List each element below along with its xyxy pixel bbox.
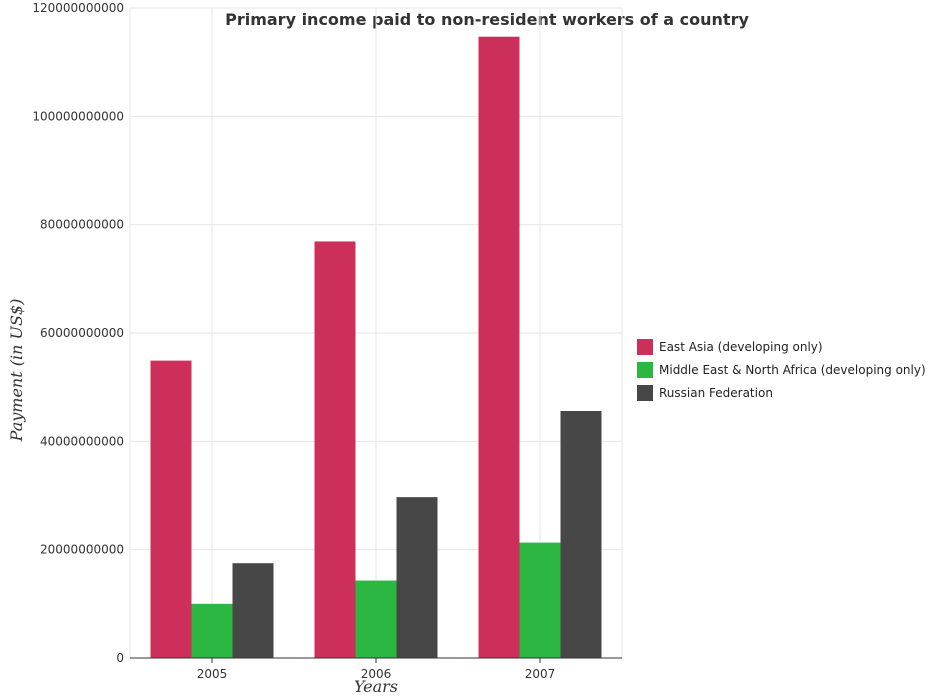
y-tick-labels: 0 20000000000 40000000000 60000000000 800000… xyxy=(32,1,124,665)
y-tick-label: 120000000000 xyxy=(32,1,124,15)
bar-2005-series-1 xyxy=(191,603,233,658)
bar-2006-series-2 xyxy=(396,497,438,658)
bar-2006-series-0 xyxy=(314,241,356,659)
x-tick-labels: 2005 2006 2007 xyxy=(197,667,556,681)
legend-label: Middle East & North Africa (developing o… xyxy=(659,363,926,377)
y-tick-label: 100000000000 xyxy=(32,109,124,123)
bar-2005-series-0 xyxy=(150,360,192,658)
legend: East Asia (developing only) Middle East &… xyxy=(637,339,926,401)
y-tick-label: 80000000000 xyxy=(40,218,124,232)
y-tick-label: 0 xyxy=(116,651,124,665)
legend-label: Russian Federation xyxy=(659,386,773,400)
chart-title: Primary income paid to non-resident work… xyxy=(225,10,749,29)
legend-swatch xyxy=(637,362,653,378)
bar-2007-series-0 xyxy=(478,36,520,659)
x-tick-label: 2007 xyxy=(525,667,556,681)
bar-2006-series-1 xyxy=(355,580,397,658)
x-axis-label: Years xyxy=(354,677,398,696)
x-tick-label: 2005 xyxy=(197,667,228,681)
bar-2007-series-2 xyxy=(560,411,602,658)
y-axis-label: Payment (in US$) xyxy=(7,299,26,443)
grid xyxy=(129,7,623,663)
x-tick-label: 2006 xyxy=(361,667,392,681)
legend-swatch xyxy=(637,339,653,355)
bars xyxy=(150,36,602,659)
bar-2007-series-1 xyxy=(519,542,561,658)
legend-swatch xyxy=(637,385,653,401)
bar-2005-series-2 xyxy=(232,563,274,658)
y-tick-label: 40000000000 xyxy=(40,434,124,448)
legend-label: East Asia (developing only) xyxy=(659,340,823,354)
y-tick-label: 60000000000 xyxy=(40,326,124,340)
y-tick-label: 20000000000 xyxy=(40,543,124,557)
